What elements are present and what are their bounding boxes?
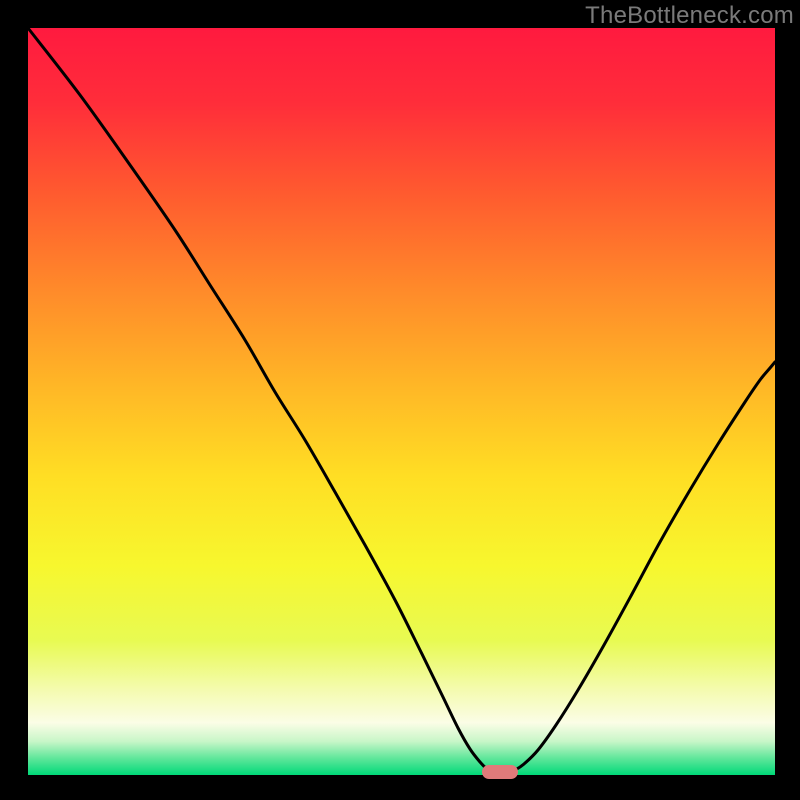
chart-container: TheBottleneck.com [0,0,800,800]
watermark-text: TheBottleneck.com [585,2,794,30]
bottleneck-chart [0,0,800,800]
plot-background [28,28,775,775]
optimal-marker [482,765,518,779]
